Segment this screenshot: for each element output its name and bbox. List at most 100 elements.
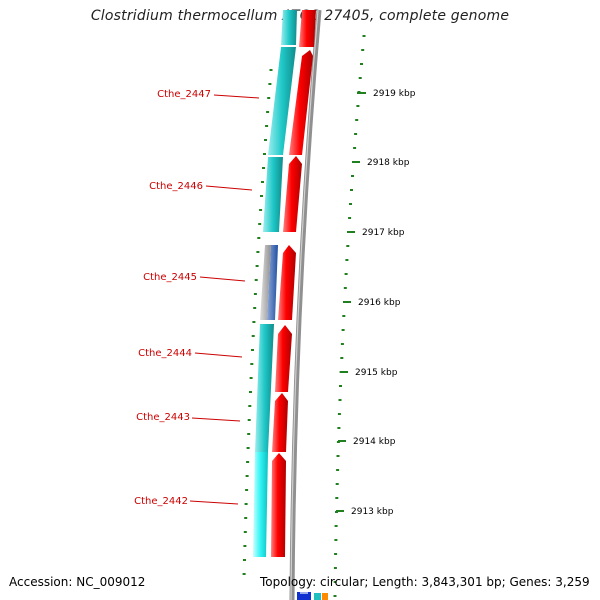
tick-dot [349, 203, 352, 205]
cog-track [253, 10, 297, 557]
tick-dot [340, 357, 344, 359]
ruler-label-2917: 2917 kbp [362, 228, 405, 238]
tick-dot [243, 545, 247, 547]
tick-dot [348, 217, 352, 219]
tick-dot [259, 209, 263, 211]
tick-dot [360, 63, 363, 65]
tick-dot [247, 433, 251, 435]
tick-dot [250, 363, 254, 365]
cog-segment [255, 324, 274, 452]
tick-dot [251, 349, 254, 351]
cog-segment [281, 10, 297, 45]
tick-dot [344, 273, 348, 275]
cog-segment-light [253, 452, 268, 557]
tick-dot [243, 531, 247, 533]
inner-tick-marks [242, 69, 273, 575]
gene-arrow-cthe-2447 [289, 50, 313, 155]
tick-dot [343, 287, 347, 289]
tick-dot [333, 595, 337, 597]
tick-dot [355, 119, 359, 121]
tick-dot [266, 111, 270, 113]
tick-dot [251, 335, 255, 337]
tick-dot [253, 307, 257, 309]
tick-dot [335, 483, 339, 485]
tick-dot [265, 125, 269, 127]
cog-segment [263, 157, 283, 232]
tick-dot [263, 153, 266, 155]
map-title: Clostridium thermocellum ATCC 27405, com… [90, 8, 510, 24]
tick-dot [253, 293, 257, 295]
gene-arrow-cthe-2444 [275, 325, 292, 392]
tick-dot [341, 329, 345, 331]
ruler-label-2915: 2915 kbp [355, 368, 398, 378]
tick-dot [254, 279, 258, 281]
tick-dot [333, 567, 337, 569]
tick-dot [345, 259, 349, 261]
tick-dot [358, 77, 362, 79]
gene-arrow-cthe-2443 [272, 393, 288, 452]
ruler-label-2919: 2919 kbp [373, 89, 416, 99]
tick-dot [262, 167, 265, 169]
tick-dot [252, 321, 256, 323]
tick-dot [361, 49, 365, 51]
tick-dot [268, 83, 272, 85]
cog-segment [268, 47, 296, 155]
tick-dot [244, 503, 248, 505]
topology-text: Topology: circular; Length: 3,843,301 bp… [260, 575, 590, 589]
gene-label-cthe-2446: Cthe_2446 [149, 181, 203, 192]
tick-dot [356, 105, 360, 107]
tick-dot [339, 385, 342, 387]
tick-dot [255, 265, 259, 267]
tick-dot [346, 245, 350, 247]
tick-dot [337, 427, 341, 429]
genome-backbone-highlight [290, 9, 319, 600]
tick-dot [334, 553, 338, 555]
tick-dot [335, 497, 339, 499]
cog-segment-grey [260, 245, 271, 320]
tick-dot [260, 195, 263, 197]
ruler-major-ticks [336, 92, 366, 512]
gene-arrow-cthe-2442 [271, 453, 286, 557]
tick-dot [342, 315, 346, 317]
gene-label-cthe-2443: Cthe_2443 [136, 412, 190, 423]
cog-segment-blue [267, 245, 278, 320]
tick-dot [334, 539, 338, 541]
gene-arrow-cthe-2445 [278, 245, 296, 320]
tick-dot [269, 69, 273, 71]
ruler-label-2916: 2916 kbp [358, 298, 401, 308]
tick-dot [340, 343, 344, 345]
ruler-label-2914: 2914 kbp [353, 437, 396, 447]
tick-dot [242, 573, 246, 575]
tick-dot [333, 581, 337, 583]
gene-label-cthe-2445: Cthe_2445 [143, 272, 197, 283]
gene-arrow [299, 10, 316, 47]
tick-dot [249, 377, 253, 379]
tick-dot [257, 237, 261, 239]
tick-dot [248, 405, 252, 407]
tick-dot [247, 419, 251, 421]
tick-dot [249, 391, 252, 393]
ruler-label-2913: 2913 kbp [351, 507, 394, 517]
tick-dot [264, 139, 267, 141]
tick-dot [243, 559, 246, 561]
tick-dot [354, 133, 358, 135]
gene-label-cthe-2442: Cthe_2442 [134, 496, 188, 507]
tick-dot [246, 461, 250, 463]
ruler-label-2918: 2918 kbp [367, 158, 410, 168]
tick-dot [336, 455, 340, 457]
tick-dot [338, 399, 342, 401]
tick-dot [337, 413, 341, 415]
tick-dot [245, 475, 249, 477]
outer-tick-marks [333, 35, 366, 597]
tick-dot [336, 469, 340, 471]
tick-dot [244, 517, 248, 519]
tick-dot [362, 35, 366, 37]
gene-leader-lines [189, 94, 260, 505]
gene-arrow-cthe-2446 [283, 156, 302, 232]
gene-label-cthe-2444: Cthe_2444 [138, 348, 192, 359]
tick-dot [353, 147, 357, 149]
bottom-color-strip [297, 588, 328, 600]
tick-dot [261, 181, 264, 183]
tick-dot [245, 489, 249, 491]
tick-dot [256, 251, 260, 253]
